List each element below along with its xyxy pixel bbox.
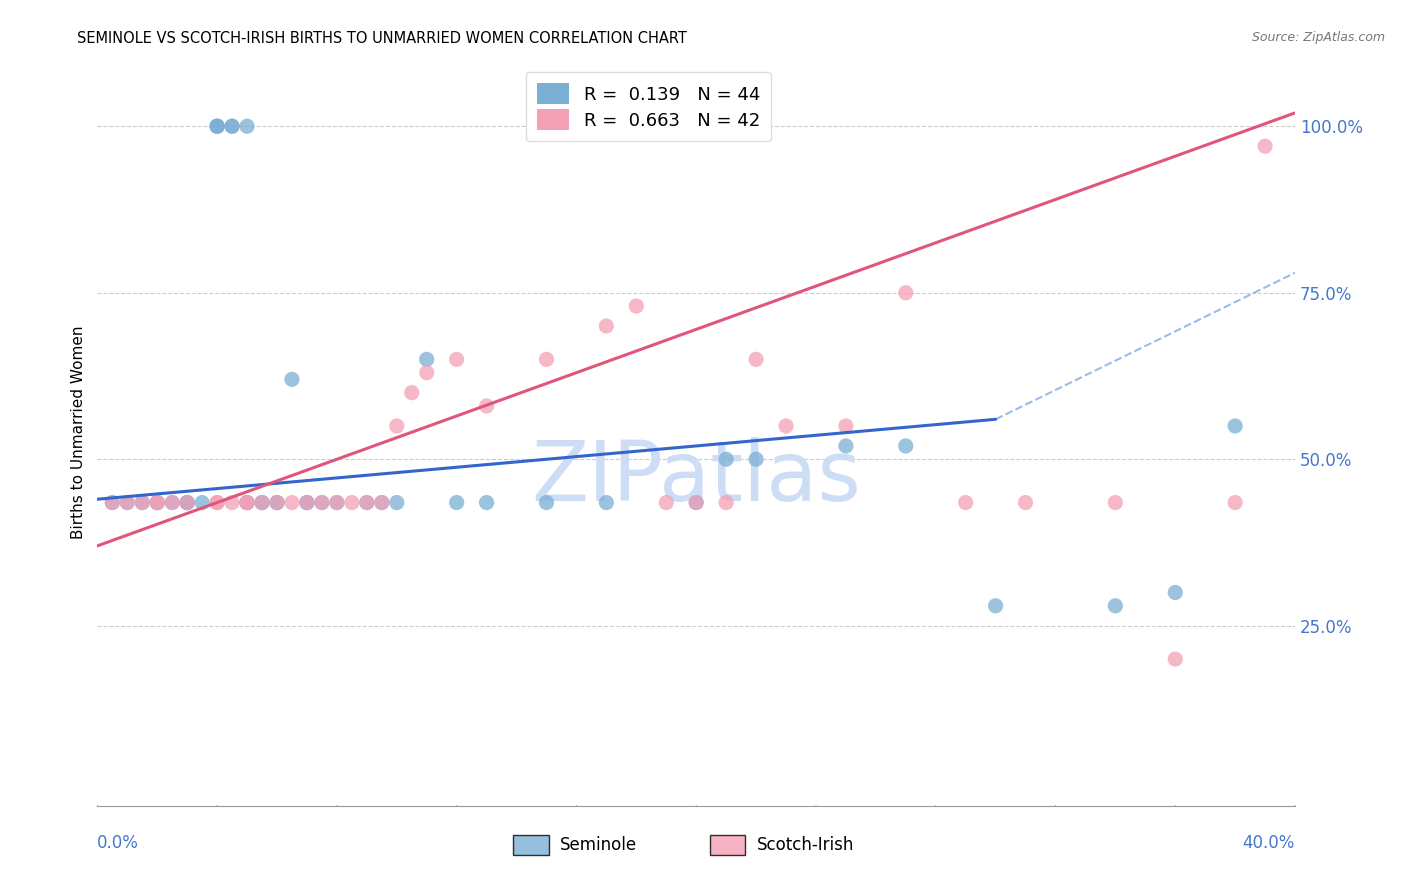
Point (1254, 139, 1277, 153)
Point (984, 599, 1007, 613)
Point (446, 495, 468, 509)
Point (191, 495, 214, 509)
Point (205, 119, 228, 133)
Point (236, 495, 259, 509)
Point (1104, 599, 1126, 613)
Point (160, 495, 183, 509)
Point (446, 352, 468, 367)
Point (266, 495, 288, 509)
Point (356, 495, 378, 509)
Point (311, 495, 333, 509)
Point (835, 419, 858, 434)
Point (205, 495, 228, 509)
Point (385, 419, 408, 434)
Point (117, 495, 139, 509)
Point (311, 495, 333, 509)
Text: #ccddf5: #ccddf5 (696, 461, 702, 462)
Point (1104, 495, 1126, 509)
Point (266, 495, 288, 509)
Point (1164, 652, 1187, 666)
Point (236, 495, 259, 509)
Point (626, 299, 648, 313)
Point (146, 495, 169, 509)
Point (236, 119, 259, 133)
Point (146, 495, 169, 509)
Point (536, 352, 558, 367)
Point (745, 452, 768, 467)
Point (356, 495, 378, 509)
Point (205, 119, 228, 133)
Point (1164, 585, 1187, 599)
Text: Source: ZipAtlas.com: Source: ZipAtlas.com (1251, 31, 1385, 45)
Point (295, 495, 318, 509)
Point (281, 372, 304, 386)
Point (221, 495, 243, 509)
Point (745, 352, 768, 367)
Point (475, 399, 498, 413)
Text: 40.0%: 40.0% (1243, 834, 1295, 852)
Point (536, 495, 558, 509)
Point (176, 495, 198, 509)
Point (176, 495, 198, 509)
Point (146, 495, 169, 509)
Point (475, 495, 498, 509)
Point (415, 352, 437, 367)
Point (205, 495, 228, 509)
Point (775, 419, 797, 434)
Point (685, 495, 707, 509)
Point (340, 495, 363, 509)
Point (160, 495, 183, 509)
Point (281, 495, 304, 509)
Point (714, 452, 737, 467)
Point (685, 495, 707, 509)
Point (236, 495, 259, 509)
Y-axis label: Births to Unmarried Women: Births to Unmarried Women (72, 326, 86, 540)
Point (221, 119, 243, 133)
Point (101, 495, 124, 509)
Point (101, 495, 124, 509)
Point (595, 495, 617, 509)
Point (415, 366, 437, 380)
Point (595, 319, 617, 334)
Point (295, 495, 318, 509)
Point (401, 385, 423, 400)
Point (655, 495, 678, 509)
Point (385, 495, 408, 509)
Point (326, 495, 349, 509)
Point (266, 495, 288, 509)
Point (146, 495, 169, 509)
Point (835, 439, 858, 453)
Point (955, 495, 977, 509)
Point (714, 495, 737, 509)
Point (131, 495, 153, 509)
Point (176, 495, 198, 509)
Point (894, 285, 917, 300)
Point (250, 495, 273, 509)
Text: Seminole: Seminole (560, 836, 637, 854)
Point (1223, 495, 1246, 509)
Point (131, 495, 153, 509)
Point (117, 495, 139, 509)
Point (236, 495, 259, 509)
Point (1223, 419, 1246, 434)
Legend: R =  0.139   N = 44, R =  0.663   N = 42: R = 0.139 N = 44, R = 0.663 N = 42 (526, 72, 770, 141)
Point (250, 495, 273, 509)
Point (221, 119, 243, 133)
Point (894, 439, 917, 453)
Point (1014, 495, 1036, 509)
Point (295, 495, 318, 509)
Point (205, 119, 228, 133)
Point (176, 495, 198, 509)
Point (326, 495, 349, 509)
Text: SEMINOLE VS SCOTCH-IRISH BIRTHS TO UNMARRIED WOMEN CORRELATION CHART: SEMINOLE VS SCOTCH-IRISH BIRTHS TO UNMAR… (77, 31, 688, 46)
Point (371, 495, 394, 509)
Text: ZIPatlas: ZIPatlas (531, 437, 860, 518)
Point (250, 495, 273, 509)
Text: 0.0%: 0.0% (97, 834, 139, 852)
Point (371, 495, 394, 509)
Text: Scotch-Irish: Scotch-Irish (756, 836, 853, 854)
